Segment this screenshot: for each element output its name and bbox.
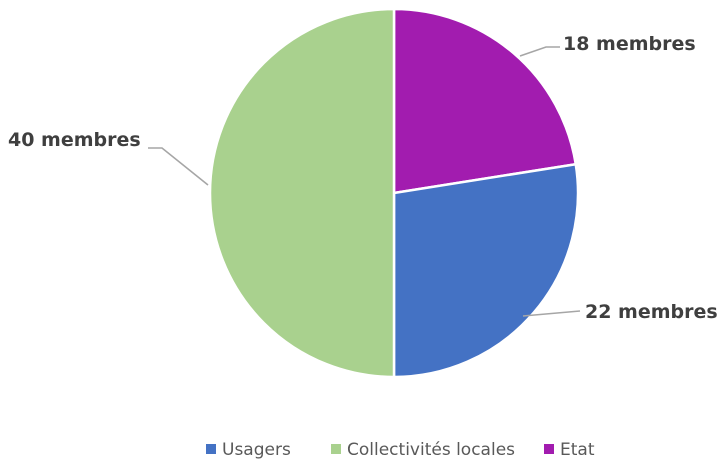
legend-label-etat: Etat	[560, 440, 595, 460]
legend-label-collectivites-locales: Collectivités locales	[347, 440, 515, 460]
data-labels: 22 membres 40 membres 18 membres	[8, 33, 718, 323]
pie-slice-etat	[392, 7, 577, 195]
data-label-etat: 18 membres	[563, 33, 696, 55]
legend-swatch-etat	[544, 444, 554, 454]
leader-line-etat	[519, 46, 560, 57]
data-label-collectivites-locales: 40 membres	[8, 129, 141, 151]
leader-line-usagers	[522, 310, 581, 317]
legend: Usagers Collectivités locales Etat	[206, 440, 595, 460]
leader-line-collectivites-locales	[148, 147, 209, 186]
legend-swatch-usagers	[206, 444, 216, 454]
pie-slice-collectivites-locales	[208, 7, 396, 379]
pie-slice-usagers	[392, 162, 580, 379]
leader-lines	[148, 46, 581, 317]
legend-swatch-collectivites-locales	[331, 444, 341, 454]
data-label-usagers: 22 membres	[585, 301, 718, 323]
pie-slices	[208, 7, 580, 379]
legend-label-usagers: Usagers	[222, 440, 291, 460]
